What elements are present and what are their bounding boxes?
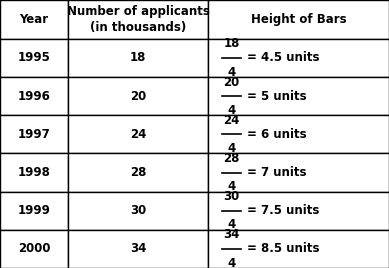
Bar — [208, 39, 389, 77]
Text: 1998: 1998 — [18, 166, 51, 179]
Text: = 6 units: = 6 units — [247, 128, 306, 141]
Text: 34: 34 — [223, 228, 240, 241]
Text: 4: 4 — [227, 142, 236, 155]
Text: Number of applicants
(in thousands): Number of applicants (in thousands) — [67, 5, 210, 34]
Bar — [208, 77, 389, 115]
Bar — [208, 0, 389, 39]
Text: = 8.5 units: = 8.5 units — [247, 242, 319, 255]
Bar — [68, 115, 208, 153]
Text: Year: Year — [19, 13, 49, 26]
Bar — [208, 230, 389, 268]
Text: Height of Bars: Height of Bars — [251, 13, 346, 26]
Text: 20: 20 — [130, 90, 146, 103]
Text: 1999: 1999 — [18, 204, 51, 217]
Text: 4: 4 — [227, 66, 236, 79]
Bar — [68, 230, 208, 268]
Bar — [68, 192, 208, 230]
Bar — [68, 39, 208, 77]
Bar — [0, 153, 68, 192]
Text: 4: 4 — [227, 104, 236, 117]
Bar — [0, 115, 68, 153]
Text: = 5 units: = 5 units — [247, 90, 306, 103]
Bar — [0, 192, 68, 230]
Text: 24: 24 — [223, 114, 240, 127]
Bar — [0, 39, 68, 77]
Text: 18: 18 — [223, 37, 240, 50]
Text: = 7.5 units: = 7.5 units — [247, 204, 319, 217]
Text: 4: 4 — [227, 256, 236, 268]
Text: 24: 24 — [130, 128, 146, 141]
Bar — [208, 153, 389, 192]
Text: 28: 28 — [223, 152, 240, 165]
Bar — [0, 230, 68, 268]
Text: 18: 18 — [130, 51, 146, 65]
Text: 34: 34 — [130, 242, 146, 255]
Text: 1995: 1995 — [18, 51, 51, 65]
Bar — [208, 192, 389, 230]
Text: = 7 units: = 7 units — [247, 166, 306, 179]
Bar — [68, 0, 208, 39]
Bar — [208, 115, 389, 153]
Text: 30: 30 — [130, 204, 146, 217]
Bar — [68, 153, 208, 192]
Text: 1997: 1997 — [18, 128, 51, 141]
Bar — [0, 0, 68, 39]
Text: 2000: 2000 — [18, 242, 50, 255]
Text: = 4.5 units: = 4.5 units — [247, 51, 319, 65]
Text: 28: 28 — [130, 166, 146, 179]
Bar — [0, 77, 68, 115]
Text: 4: 4 — [227, 218, 236, 231]
Text: 4: 4 — [227, 180, 236, 193]
Text: 30: 30 — [223, 190, 240, 203]
Text: 20: 20 — [223, 76, 240, 88]
Text: 1996: 1996 — [18, 90, 51, 103]
Bar — [68, 77, 208, 115]
